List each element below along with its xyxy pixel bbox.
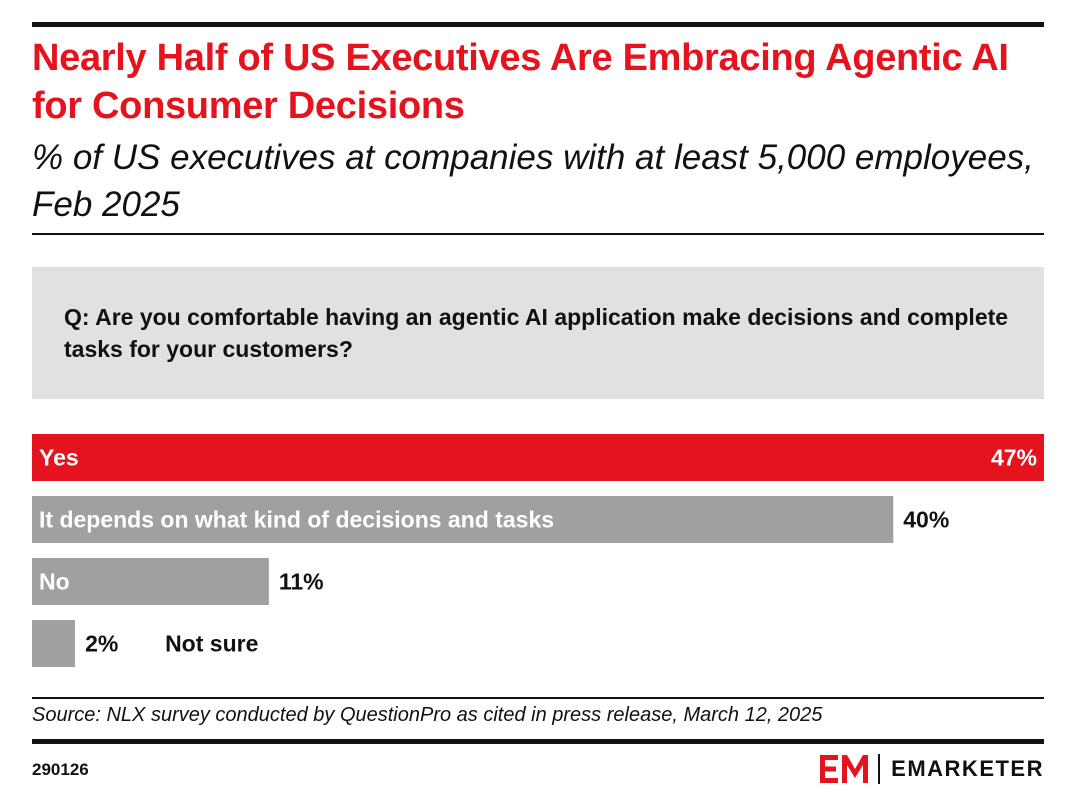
value-label-2: 11% [279, 569, 324, 595]
question-box: Q: Are you comfortable having an agentic… [32, 267, 1044, 399]
bar-chart: Yes 47% It depends on what kind of decisio… [32, 434, 1044, 667]
value-label-3: 2% [85, 631, 118, 657]
bar-2 [32, 558, 269, 605]
subtitle-rule [32, 233, 1044, 235]
chart-id: 290126 [32, 760, 89, 779]
value-label-1: 40% [903, 507, 949, 533]
source-note: Source: NLX survey conducted by Question… [32, 704, 823, 726]
em-logo-icon [820, 754, 869, 784]
chart-subtitle: % of US executives at companies with at … [32, 138, 1034, 224]
category-label-2: No [39, 569, 70, 595]
value-label-0: 47% [991, 445, 1037, 471]
question-text: Q: Are you comfortable having an agentic… [64, 304, 1009, 362]
bar-3 [32, 620, 76, 667]
logo-divider [878, 754, 881, 784]
bar-0 [32, 434, 1044, 481]
bottom-rule [32, 739, 1044, 744]
category-label-3: Not sure [165, 631, 258, 657]
chart-title: Nearly Half of US Executives Are Embraci… [32, 37, 1009, 127]
category-label-0: Yes [39, 445, 79, 471]
top-rule [32, 22, 1044, 27]
bar-1 [32, 496, 894, 543]
brand-name: EMARKETER [891, 756, 1044, 781]
category-label-1: It depends on what kind of decisions and… [39, 507, 554, 533]
emarketer-logo: EMARKETER [820, 752, 1044, 786]
source-rule [32, 697, 1044, 699]
